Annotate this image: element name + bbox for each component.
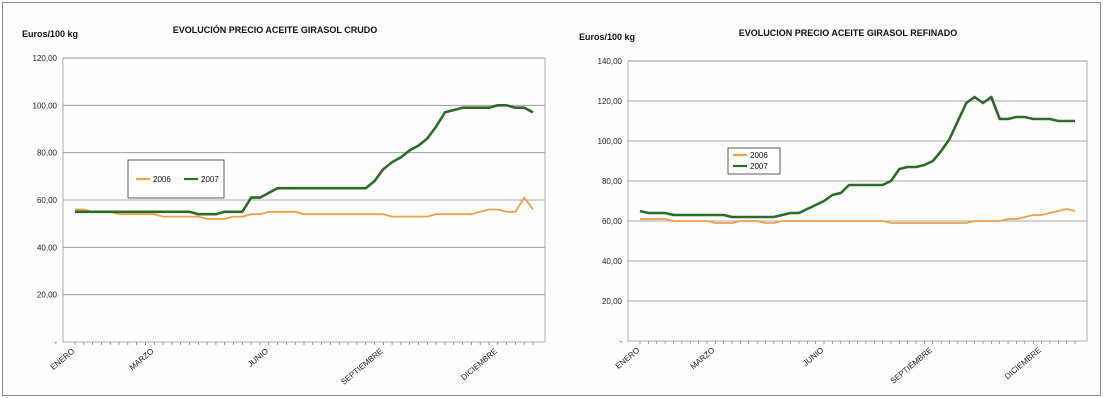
x-tick-label: SEPTIEMBRE	[889, 346, 934, 386]
y-tick-label: 80,00	[37, 149, 58, 158]
y-tick-label: 20,00	[37, 291, 58, 300]
x-tick-label: DICIEMBRE	[459, 347, 499, 382]
plot-area	[627, 60, 1088, 342]
series-line-2006	[640, 208, 1076, 224]
chart-title: EVOLUCIÓN PRECIO ACEITE GIRASOL CRUDO	[173, 24, 378, 35]
legend-label: 2007	[750, 162, 768, 171]
y-tick-label: 60,00	[37, 196, 58, 205]
y-tick-label: -	[619, 337, 622, 346]
x-tick-label: MARZO	[689, 346, 717, 371]
x-tick-label: SEPTIEMBRE	[339, 347, 384, 387]
legend-box	[727, 147, 781, 175]
y-axis-label: Euros/100 kg	[22, 29, 78, 39]
y-tick-label: 40,00	[37, 243, 58, 252]
x-tick-label: ENERO	[49, 347, 77, 372]
series-line-2007	[75, 104, 534, 216]
y-tick-label: 60,00	[602, 217, 623, 226]
y-axis-label: Euros/100 kg	[579, 32, 635, 42]
x-tick-label: JUNIO	[801, 346, 825, 368]
x-tick-label: JUNIO	[246, 347, 270, 369]
series-line-2006	[75, 196, 534, 220]
y-tick-label: 140,00	[598, 57, 623, 66]
y-tick-label: 40,00	[602, 257, 623, 266]
series-line-2007	[639, 95, 1075, 219]
x-tick-label: MARZO	[128, 347, 156, 372]
y-tick-label: 80,00	[602, 177, 623, 186]
legend-label: 2006	[153, 175, 171, 184]
y-tick-label: 100,00	[598, 137, 623, 146]
chart-title: EVOLUCION PRECIO ACEITE GIRASOL REFINADO	[739, 28, 958, 38]
y-tick-label: 120,00	[33, 54, 58, 63]
legend-label: 2006	[750, 151, 768, 160]
y-tick-label: 120,00	[598, 97, 623, 106]
x-tick-label: ENERO	[614, 346, 642, 371]
x-tick-label: DICIEMBRE	[1003, 346, 1043, 381]
y-tick-label: 100,00	[33, 101, 58, 110]
legend-label: 2007	[201, 175, 219, 184]
y-tick-label: 20,00	[602, 297, 623, 306]
y-tick-label: -	[54, 338, 57, 347]
